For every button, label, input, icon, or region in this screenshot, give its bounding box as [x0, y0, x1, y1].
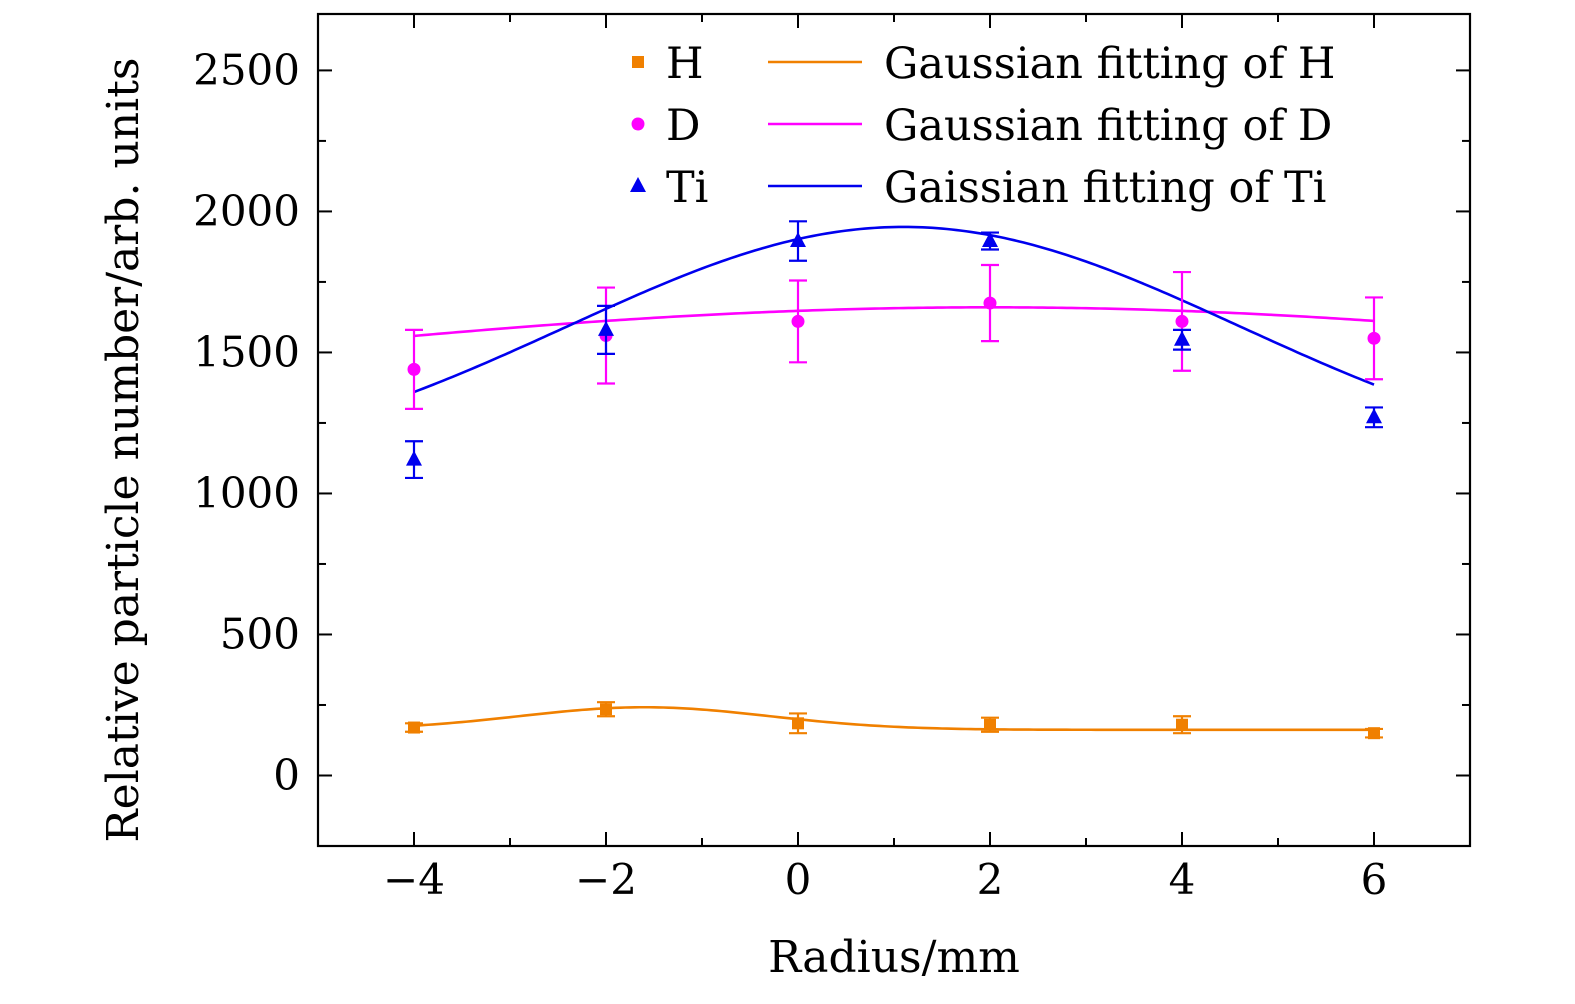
legend-fit-label-d: Gaussian fitting of D: [884, 101, 1332, 151]
data-point-h: [1176, 718, 1188, 731]
x-axis-label: Radius/mm: [768, 932, 1020, 983]
data-point-d: [407, 362, 421, 376]
legend-marker-d: [631, 117, 645, 131]
x-tick-label: 2: [977, 855, 1004, 904]
legend: H Gaussian fitting of H D Gaussian fitting …: [630, 39, 1335, 213]
legend-fit-label-h: Gaussian fitting of H: [884, 39, 1335, 89]
x-tick-label: −2: [575, 855, 637, 904]
data-point-ti: [406, 450, 422, 466]
data-point-d: [983, 296, 997, 310]
data-point-ti: [1174, 330, 1190, 346]
data-point-h: [408, 721, 420, 734]
data-point-d: [791, 314, 805, 328]
legend-label-ti: Ti: [666, 163, 708, 213]
y-tick-label: 0: [273, 750, 300, 799]
x-tick-label: 6: [1361, 855, 1388, 904]
data-point-d: [1367, 331, 1381, 345]
data-point-h: [600, 703, 612, 716]
legend-marker-ti: [630, 177, 646, 192]
y-tick-label: 2500: [193, 45, 300, 94]
data-point-ti: [982, 232, 998, 248]
data-point-ti: [790, 232, 806, 248]
data-point-h: [984, 718, 996, 731]
y-tick-label: 2000: [193, 186, 300, 235]
axis-ticks: −4 −2 0 2 4 6 0 500 1000 1500 2000 2500: [193, 14, 1471, 904]
data-point-h: [1368, 727, 1380, 740]
y-tick-label: 1000: [193, 468, 300, 517]
y-tick-label: 500: [220, 609, 300, 658]
x-tick-label: −4: [383, 855, 445, 904]
fit-line-ti: [413, 225, 1375, 394]
legend-label-h: H: [666, 39, 704, 89]
data-point-ti: [598, 320, 614, 336]
y-axis-label: Relative particle number/arb. units: [98, 58, 149, 843]
y-tick-label: 1500: [193, 327, 300, 376]
x-tick-label: 0: [785, 855, 812, 904]
data-points: [405, 220, 1383, 740]
x-tick-label: 4: [1169, 855, 1196, 904]
legend-label-d: D: [666, 101, 700, 151]
legend-fit-label-ti: Gaissian fitting of Ti: [884, 163, 1326, 213]
data-point-d: [1175, 314, 1189, 328]
fit-lines: [413, 225, 1375, 732]
fit-line-h: [413, 705, 1374, 732]
data-point-ti: [1366, 408, 1382, 424]
data-point-h: [792, 717, 804, 730]
legend-marker-h: [632, 56, 644, 68]
